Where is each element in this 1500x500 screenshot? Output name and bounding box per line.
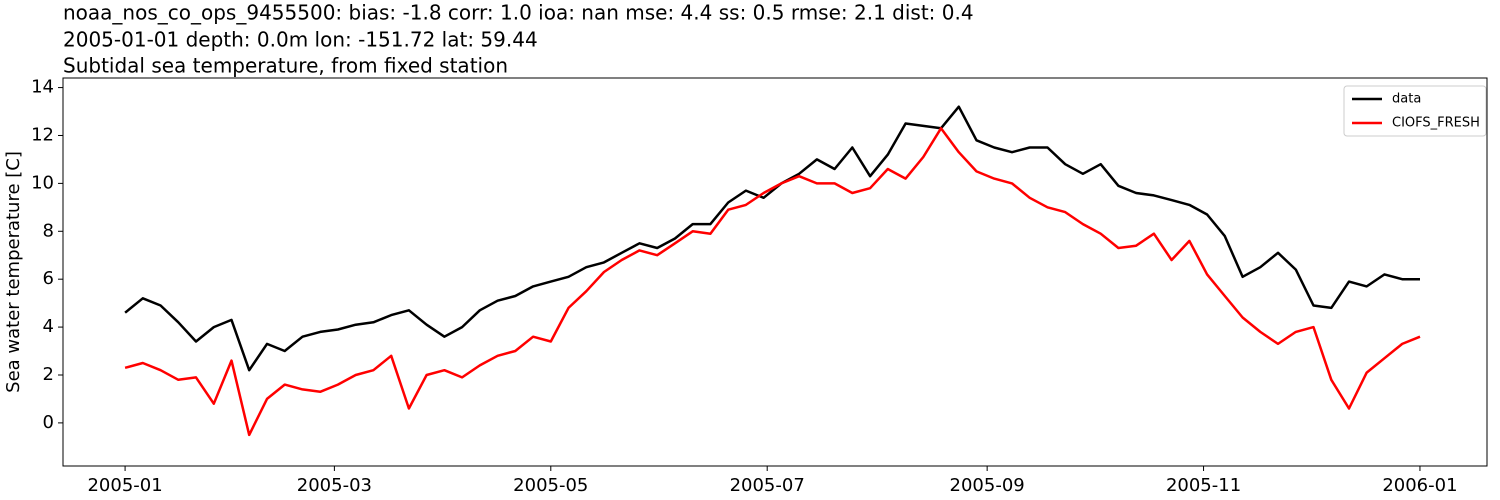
chart-description: Subtidal sea temperature, from fixed sta… bbox=[63, 54, 508, 78]
legend-label: CIOFS_FRESH bbox=[1392, 116, 1480, 131]
chart-subtitle: 2005-01-01 depth: 0.0m lon: -151.72 lat:… bbox=[63, 28, 538, 52]
y-tick-label: 6 bbox=[43, 268, 54, 289]
chart-title: noaa_nos_co_ops_9455500: bias: -1.8 corr… bbox=[63, 1, 974, 25]
data-line bbox=[124, 127, 1421, 437]
y-tick-label: 0 bbox=[43, 412, 54, 433]
y-axis-label: Sea water temperature [C] bbox=[3, 151, 24, 393]
x-tick-label: 2005-01 bbox=[87, 475, 162, 496]
x-tick-label: 2005-03 bbox=[297, 475, 372, 496]
y-tick-label: 14 bbox=[31, 77, 54, 98]
x-tick-label: 2005-05 bbox=[513, 475, 588, 496]
x-tick-label: 2005-11 bbox=[1166, 475, 1241, 496]
legend-label: data bbox=[1392, 92, 1421, 107]
x-tick-label: 2006-01 bbox=[1382, 475, 1457, 496]
y-tick-label: 10 bbox=[31, 172, 54, 193]
y-tick-label: 2 bbox=[43, 364, 54, 385]
x-tick-label: 2005-09 bbox=[950, 475, 1025, 496]
y-tick-label: 4 bbox=[43, 316, 54, 337]
data-line bbox=[124, 105, 1420, 372]
y-tick-label: 12 bbox=[31, 124, 54, 145]
y-tick-label: 8 bbox=[43, 220, 54, 241]
plot-frame bbox=[62, 77, 1488, 467]
x-tick-label: 2005-07 bbox=[730, 475, 805, 496]
